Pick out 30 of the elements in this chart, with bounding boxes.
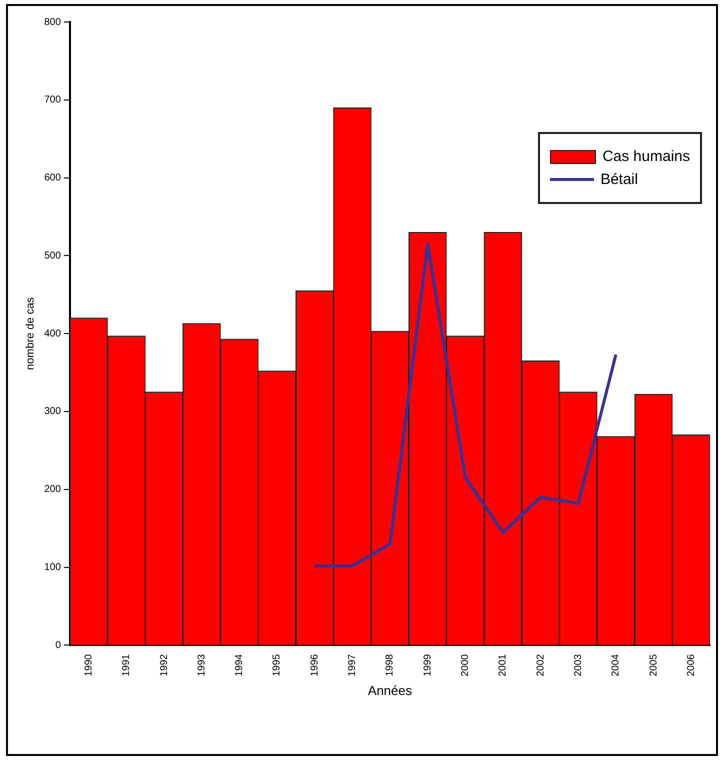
legend-label: Cas humains xyxy=(602,148,690,165)
y-tick-label: 700 xyxy=(44,94,62,106)
x-tick-label: 2000 xyxy=(460,654,471,676)
x-tick-label: 1991 xyxy=(121,654,132,676)
y-tick-label: 300 xyxy=(44,406,62,418)
x-tick-label: 1994 xyxy=(234,654,246,676)
x-tick-label: 1990 xyxy=(83,654,94,676)
x-tick-label: 2003 xyxy=(572,654,584,676)
x-tick-label: 1998 xyxy=(384,654,396,676)
y-tick-label: 800 xyxy=(44,16,62,28)
legend-label: Bétail xyxy=(600,171,638,188)
x-tick-label: 1995 xyxy=(272,654,283,676)
x-tick-label: 2001 xyxy=(498,654,509,676)
y-axis-title: nombre de cas xyxy=(24,296,37,370)
x-tick-label: 1996 xyxy=(309,654,320,676)
x-axis-title: Années xyxy=(368,682,412,698)
x-tick-label: 1993 xyxy=(196,654,208,676)
x-tick-label: 2005 xyxy=(648,654,660,676)
y-tick-label: 200 xyxy=(44,484,62,496)
y-tick-label: 100 xyxy=(44,562,62,574)
y-tick-label: 400 xyxy=(44,328,62,340)
y-tick-label: 600 xyxy=(44,172,62,184)
x-tick-label: 2002 xyxy=(535,654,546,676)
y-tick-label: 0 xyxy=(55,640,62,651)
x-tick-label: 1999 xyxy=(422,654,434,676)
x-tick-label: 2004 xyxy=(610,654,622,676)
x-tick-label: 1992 xyxy=(158,654,170,676)
x-tick-label: 2006 xyxy=(686,654,697,676)
y-tick-label: 500 xyxy=(44,250,62,262)
x-tick-label: 1997 xyxy=(347,654,358,676)
